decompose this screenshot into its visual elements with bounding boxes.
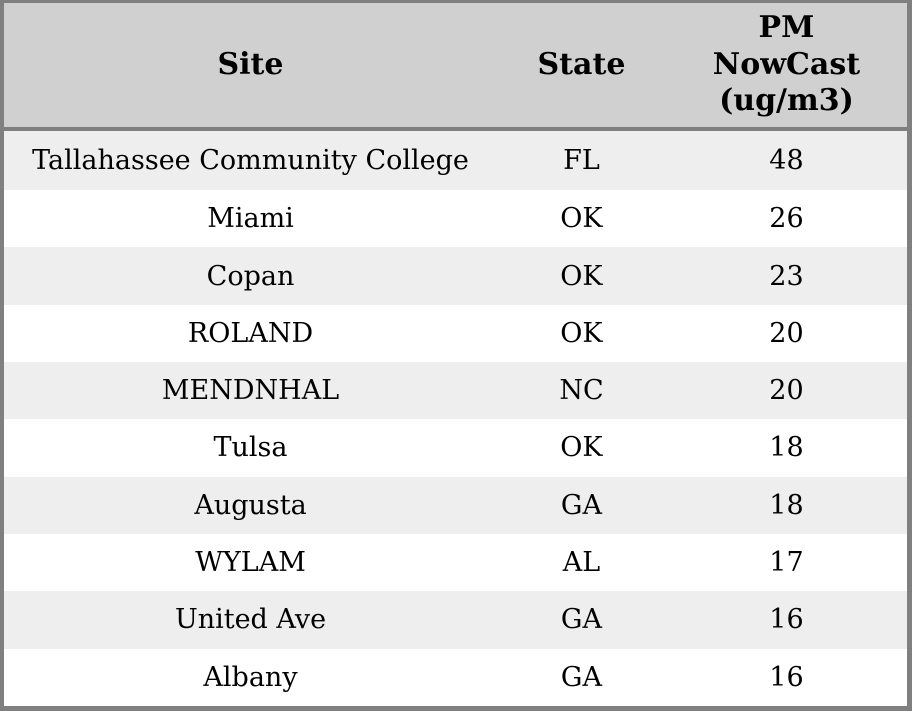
table-row: Albany GA 16 <box>4 648 907 706</box>
state-cell: AL <box>562 547 601 579</box>
site-cell: Albany <box>203 661 298 693</box>
table-row: MENDNHAL NC 20 <box>4 362 907 420</box>
state-cell: OK <box>560 432 603 464</box>
site-cell: WYLAM <box>195 547 306 579</box>
pm-nowcast-cell: 18 <box>769 489 804 521</box>
column-header-pm-nowcast: PM NowCast (ug/m3) <box>665 3 907 131</box>
state-cell: GA <box>560 604 602 636</box>
site-cell: Tallahassee Community College <box>32 145 469 176</box>
state-cell: FL <box>563 145 600 176</box>
site-cell: Tulsa <box>213 432 288 464</box>
column-header-state: State <box>497 3 666 131</box>
table-row: Augusta GA 18 <box>4 476 907 534</box>
header-row: Site State PM NowCast (ug/m3) <box>4 3 907 131</box>
state-cell: OK <box>560 203 603 235</box>
site-cell: Miami <box>207 203 294 235</box>
pm-nowcast-cell: 17 <box>769 547 804 579</box>
pm-nowcast-cell: 20 <box>769 317 804 349</box>
table-row: WYLAM AL 17 <box>4 533 907 592</box>
table-row: Tallahassee Community College FL 48 <box>4 129 907 191</box>
site-cell: Copan <box>206 260 295 292</box>
pm-nowcast-table: Site State PM NowCast (ug/m3) Tallahasse… <box>4 3 907 706</box>
table-row: Miami OK 26 <box>4 190 907 248</box>
site-cell: Augusta <box>194 489 307 521</box>
state-cell: OK <box>560 260 603 292</box>
pm-nowcast-cell: 26 <box>769 203 804 235</box>
table-row: Tulsa OK 18 <box>4 419 907 477</box>
table-body: Tallahassee Community College FL 48 Miam… <box>4 129 907 706</box>
site-cell: United Ave <box>174 604 327 636</box>
pm-nowcast-cell: 16 <box>769 661 804 693</box>
pm-nowcast-cell: 48 <box>769 145 804 176</box>
table-row: ROLAND OK 20 <box>4 304 907 362</box>
table-row: United Ave GA 16 <box>4 591 907 649</box>
pm-nowcast-cell: 16 <box>769 604 804 636</box>
pm-nowcast-cell: 20 <box>769 375 804 407</box>
site-cell: MENDNHAL <box>161 375 340 407</box>
table-row: Copan OK 23 <box>4 247 907 305</box>
state-cell: GA <box>560 661 602 693</box>
site-cell: ROLAND <box>187 317 314 349</box>
column-header-site: Site <box>4 3 498 131</box>
table-header: Site State PM NowCast (ug/m3) <box>4 3 907 131</box>
state-cell: GA <box>560 489 602 521</box>
pm-nowcast-cell: 18 <box>769 432 804 464</box>
pm-nowcast-cell: 23 <box>769 260 804 292</box>
state-cell: NC <box>559 375 604 407</box>
state-cell: OK <box>560 317 603 349</box>
